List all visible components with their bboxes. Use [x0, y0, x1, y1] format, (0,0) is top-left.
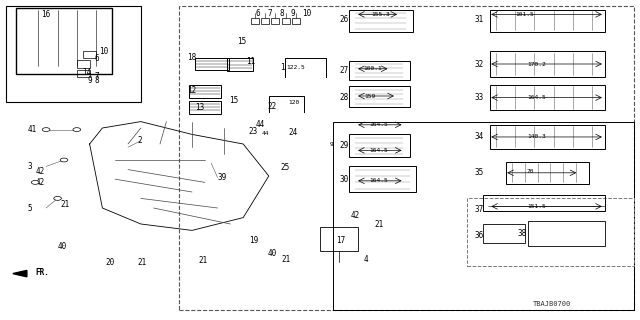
Circle shape: [54, 196, 61, 200]
Text: 11: 11: [246, 57, 255, 66]
Text: 30: 30: [339, 175, 348, 184]
Text: 15: 15: [229, 96, 238, 105]
Circle shape: [73, 128, 81, 132]
Text: 120: 120: [289, 100, 300, 105]
Text: 7: 7: [268, 9, 272, 18]
Text: 8: 8: [95, 76, 99, 85]
Text: 100.1: 100.1: [363, 66, 382, 71]
Text: 170.2: 170.2: [527, 61, 546, 67]
Text: 16: 16: [42, 10, 51, 19]
Text: 17: 17: [336, 236, 345, 245]
Text: 6: 6: [94, 54, 99, 63]
Text: 12: 12: [187, 86, 196, 95]
Text: 21: 21: [198, 256, 207, 265]
Text: 155.3: 155.3: [371, 12, 390, 17]
Text: 21: 21: [138, 258, 147, 267]
Text: 15: 15: [237, 37, 246, 46]
Circle shape: [60, 158, 68, 162]
Text: 23: 23: [248, 127, 257, 136]
Text: 36: 36: [475, 231, 484, 240]
Text: 33: 33: [475, 93, 484, 102]
Text: 159: 159: [364, 93, 376, 99]
Text: 20: 20: [106, 258, 115, 267]
Text: 25: 25: [280, 163, 289, 172]
Circle shape: [42, 128, 50, 132]
Text: 10: 10: [99, 47, 108, 56]
Text: 21: 21: [61, 200, 70, 209]
Text: 21: 21: [374, 220, 383, 229]
Text: 10: 10: [302, 9, 311, 18]
Text: 42: 42: [35, 178, 44, 187]
Polygon shape: [13, 270, 27, 277]
Text: 1: 1: [280, 63, 285, 72]
Text: 22: 22: [268, 102, 276, 111]
Text: 40: 40: [58, 242, 67, 251]
Text: 44: 44: [262, 131, 269, 136]
Text: 28: 28: [339, 93, 348, 102]
Text: 164.5: 164.5: [527, 95, 546, 100]
Text: 32: 32: [475, 60, 484, 68]
Text: 14: 14: [82, 68, 91, 76]
Text: 40: 40: [268, 249, 276, 258]
Text: 42: 42: [351, 212, 360, 220]
Text: 44: 44: [256, 120, 265, 129]
Text: 19: 19: [250, 236, 259, 245]
Text: 164.5: 164.5: [369, 148, 388, 153]
Text: FR.: FR.: [35, 268, 49, 277]
Text: 18: 18: [187, 53, 196, 62]
Text: 122.5: 122.5: [286, 65, 305, 70]
Text: 29: 29: [339, 141, 348, 150]
Text: 70: 70: [526, 169, 534, 174]
Text: 8: 8: [279, 9, 284, 18]
Text: TBAJB0700: TBAJB0700: [532, 301, 571, 307]
Text: 31: 31: [475, 15, 484, 24]
Text: 7: 7: [95, 72, 99, 81]
Text: 3: 3: [28, 162, 32, 171]
Text: 34: 34: [475, 132, 484, 141]
Text: 151.5: 151.5: [527, 204, 546, 209]
Text: 38: 38: [517, 229, 526, 238]
Text: 37: 37: [475, 205, 484, 214]
Text: 9: 9: [291, 9, 295, 18]
Text: 164.5: 164.5: [369, 122, 388, 127]
Text: 101.5: 101.5: [515, 12, 534, 17]
Text: 26: 26: [339, 15, 348, 24]
Text: 9: 9: [88, 76, 92, 85]
Text: 42: 42: [35, 167, 44, 176]
Text: 13: 13: [195, 103, 204, 112]
Circle shape: [31, 180, 39, 184]
Text: 24: 24: [288, 128, 297, 137]
Text: 5: 5: [28, 204, 32, 212]
Text: 9: 9: [330, 141, 333, 147]
Text: 39: 39: [218, 173, 227, 182]
Text: 41: 41: [28, 125, 36, 134]
Text: 27: 27: [339, 66, 348, 75]
Text: 2: 2: [138, 136, 142, 145]
Text: 164.5: 164.5: [369, 178, 388, 183]
Text: 140.3: 140.3: [527, 134, 546, 140]
Text: 21: 21: [282, 255, 291, 264]
Text: 4: 4: [364, 255, 368, 264]
Text: 35: 35: [475, 168, 484, 177]
Text: 6: 6: [256, 9, 260, 18]
